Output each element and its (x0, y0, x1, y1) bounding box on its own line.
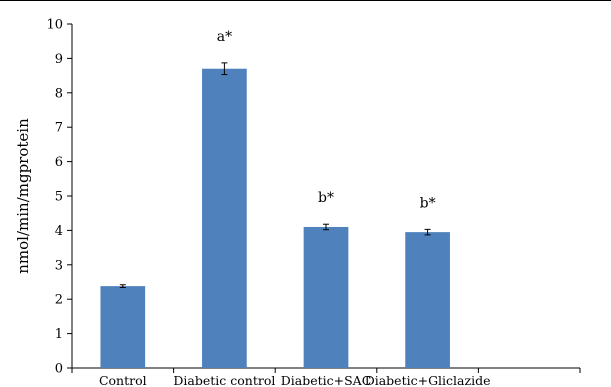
bar (100, 286, 146, 368)
bar (303, 226, 349, 368)
category-label: Diabetic control (173, 373, 275, 387)
y-tick-label: 0 (55, 362, 63, 377)
category-label: Diabetic+Gliclazide (365, 373, 491, 387)
y-tick-label: 7 (55, 121, 63, 136)
bar (405, 232, 450, 368)
y-tick-label: 10 (46, 18, 63, 33)
category-label: Control (99, 373, 147, 387)
category-label: Diabetic+SAC (281, 373, 372, 387)
data-label: b* (318, 190, 334, 206)
y-tick-label: 2 (55, 293, 63, 308)
y-tick-label: 6 (55, 155, 63, 170)
y-tick-label: 4 (55, 224, 63, 239)
bars (100, 68, 450, 368)
data-label: a* (217, 29, 232, 45)
y-tick-label: 5 (55, 190, 63, 205)
data-labels: a* b* b* (217, 29, 436, 211)
y-tick-label: 8 (55, 86, 63, 101)
y-tick-label: 9 (55, 52, 63, 67)
y-tick-label: 1 (55, 327, 63, 342)
y-axis: 0 1 2 3 4 5 6 7 8 9 10 (46, 18, 73, 377)
data-label: b* (420, 195, 436, 211)
category-labels: Control Diabetic control Diabetic+SACDiabe… (99, 373, 491, 387)
error-bars (119, 62, 431, 289)
bar (202, 68, 247, 368)
y-tick-label: 3 (55, 258, 63, 273)
y-axis-title: nmol/min/mgprotein (14, 118, 32, 274)
